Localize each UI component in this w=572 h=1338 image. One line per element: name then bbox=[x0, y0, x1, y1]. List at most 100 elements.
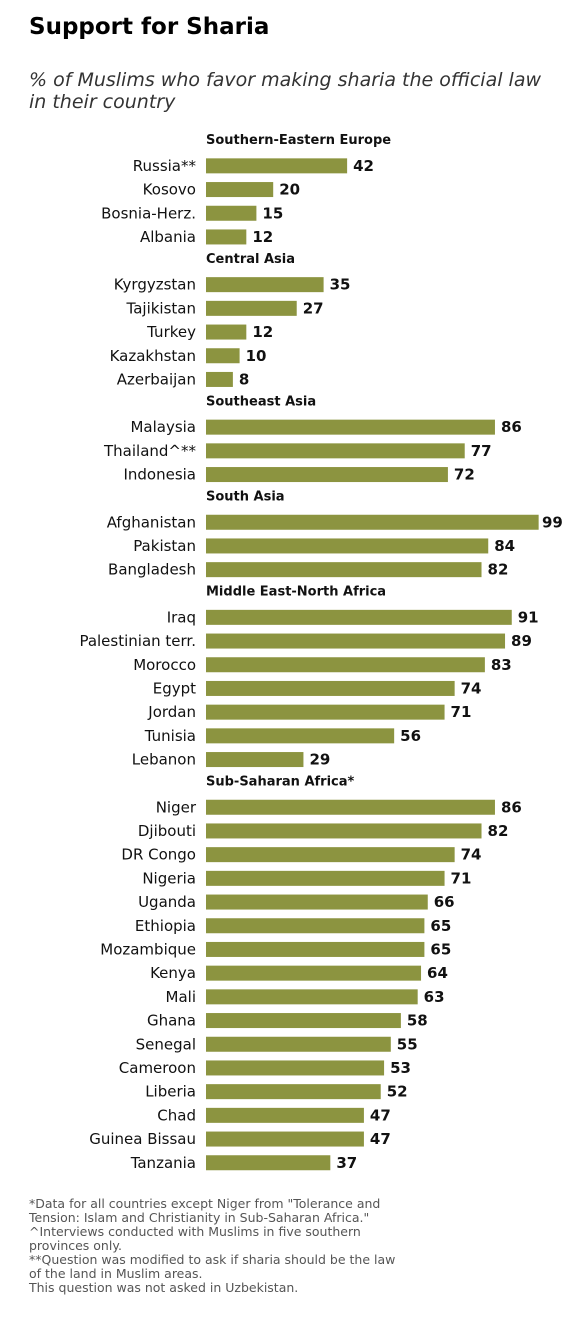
bar bbox=[206, 823, 482, 839]
value-label: 29 bbox=[309, 751, 330, 769]
bar bbox=[206, 182, 274, 198]
bar bbox=[206, 158, 348, 174]
bar bbox=[206, 324, 247, 340]
footnote-line: This question was not asked in Uzbekista… bbox=[29, 1280, 299, 1295]
value-label: 84 bbox=[494, 537, 515, 555]
country-label: Tunisia bbox=[144, 727, 196, 745]
value-label: 37 bbox=[336, 1154, 357, 1172]
chart-subtitle: % of Muslims who favor making sharia the… bbox=[29, 69, 541, 113]
value-label: 71 bbox=[451, 869, 472, 887]
value-label: 42 bbox=[353, 157, 374, 175]
value-label: 71 bbox=[451, 703, 472, 721]
country-label: Thailand^** bbox=[103, 442, 196, 460]
group-header: South Asia bbox=[206, 489, 285, 504]
bar bbox=[206, 870, 445, 886]
bar bbox=[206, 419, 495, 435]
group-header: Middle East-North Africa bbox=[206, 585, 386, 600]
bar bbox=[206, 1131, 364, 1147]
country-label: Pakistan bbox=[133, 537, 196, 555]
country-label: Jordan bbox=[147, 703, 196, 721]
footnote-line: ^Interviews conducted with Muslims in fi… bbox=[29, 1224, 361, 1239]
bar bbox=[206, 562, 482, 578]
value-label: 63 bbox=[424, 988, 445, 1006]
country-label: Egypt bbox=[153, 679, 196, 697]
country-label: Indonesia bbox=[123, 466, 196, 484]
value-label: 53 bbox=[390, 1059, 411, 1077]
value-label: 86 bbox=[501, 418, 522, 436]
value-label: 86 bbox=[501, 798, 522, 816]
bar bbox=[206, 1155, 331, 1171]
value-label: 58 bbox=[407, 1012, 428, 1030]
value-label: 89 bbox=[511, 632, 532, 650]
country-label: Ghana bbox=[147, 1012, 196, 1030]
value-label: 12 bbox=[252, 228, 273, 246]
group-header: Southern-Eastern Europe bbox=[206, 133, 391, 148]
country-label: Bosnia-Herz. bbox=[101, 204, 196, 222]
value-label: 10 bbox=[246, 347, 267, 365]
bar bbox=[206, 728, 395, 744]
bar bbox=[206, 514, 539, 530]
country-label: Kazakhstan bbox=[110, 347, 196, 365]
value-label: 55 bbox=[397, 1035, 418, 1053]
bar-chart: Southern-Eastern Europe Russia** 42 Kosovo 2… bbox=[79, 133, 562, 1172]
value-label: 82 bbox=[488, 561, 509, 579]
country-label: Mozambique bbox=[100, 940, 196, 958]
country-label: Kosovo bbox=[143, 181, 196, 199]
value-label: 91 bbox=[518, 608, 539, 626]
group-header: Sub-Saharan Africa* bbox=[206, 774, 355, 789]
value-label: 52 bbox=[387, 1083, 408, 1101]
bar bbox=[206, 680, 455, 696]
footnote-line: **Question was modified to ask if sharia… bbox=[29, 1252, 396, 1267]
footnotes: *Data for all countries except Niger fro… bbox=[29, 1197, 569, 1295]
country-label: Kyrgyzstan bbox=[114, 276, 196, 294]
bar bbox=[206, 799, 495, 815]
country-label: Senegal bbox=[136, 1035, 196, 1053]
country-label: Nigeria bbox=[142, 869, 196, 887]
country-label: Uganda bbox=[138, 893, 196, 911]
country-label: Liberia bbox=[145, 1083, 196, 1101]
country-label: Albania bbox=[140, 228, 196, 246]
country-label: Tajikistan bbox=[126, 299, 196, 317]
group-header: Southeast Asia bbox=[206, 394, 316, 409]
bar bbox=[206, 657, 485, 673]
bar bbox=[206, 633, 506, 649]
group-header: Central Asia bbox=[206, 252, 295, 267]
bar bbox=[206, 277, 324, 293]
value-label: 8 bbox=[239, 370, 249, 388]
value-label: 15 bbox=[262, 204, 283, 222]
country-label: Iraq bbox=[167, 608, 196, 626]
country-label: Afghanistan bbox=[107, 513, 196, 531]
country-label: Chad bbox=[157, 1106, 196, 1124]
value-label: 65 bbox=[430, 940, 451, 958]
value-label: 12 bbox=[252, 323, 273, 341]
value-label: 82 bbox=[488, 822, 509, 840]
value-label: 64 bbox=[427, 964, 448, 982]
bar bbox=[206, 609, 512, 625]
bar bbox=[206, 1060, 385, 1076]
bar bbox=[206, 371, 233, 387]
value-label: 65 bbox=[430, 917, 451, 935]
value-label: 66 bbox=[434, 893, 455, 911]
value-label: 83 bbox=[491, 656, 512, 674]
footnote-line: Tension: Islam and Christianity in Sub-S… bbox=[29, 1210, 370, 1225]
country-label: Morocco bbox=[133, 656, 196, 674]
country-label: Turkey bbox=[146, 323, 196, 341]
country-label: Tanzania bbox=[130, 1154, 196, 1172]
value-label: 74 bbox=[461, 846, 482, 864]
country-label: Cameroon bbox=[119, 1059, 196, 1077]
footnote-line: provinces only. bbox=[29, 1238, 122, 1253]
bar bbox=[206, 467, 448, 483]
bar bbox=[206, 538, 489, 554]
value-label: 47 bbox=[370, 1106, 391, 1124]
country-label: Niger bbox=[156, 798, 197, 816]
value-label: 56 bbox=[400, 727, 421, 745]
bar bbox=[206, 300, 297, 316]
footnote-line: of the land in Muslim areas. bbox=[29, 1266, 203, 1281]
bar bbox=[206, 348, 240, 364]
country-label: Bangladesh bbox=[108, 561, 196, 579]
country-label: Lebanon bbox=[132, 751, 196, 769]
country-label: Djibouti bbox=[138, 822, 196, 840]
bar bbox=[206, 443, 465, 459]
bar bbox=[206, 1084, 381, 1100]
chart-title: Support for Sharia bbox=[29, 14, 270, 40]
